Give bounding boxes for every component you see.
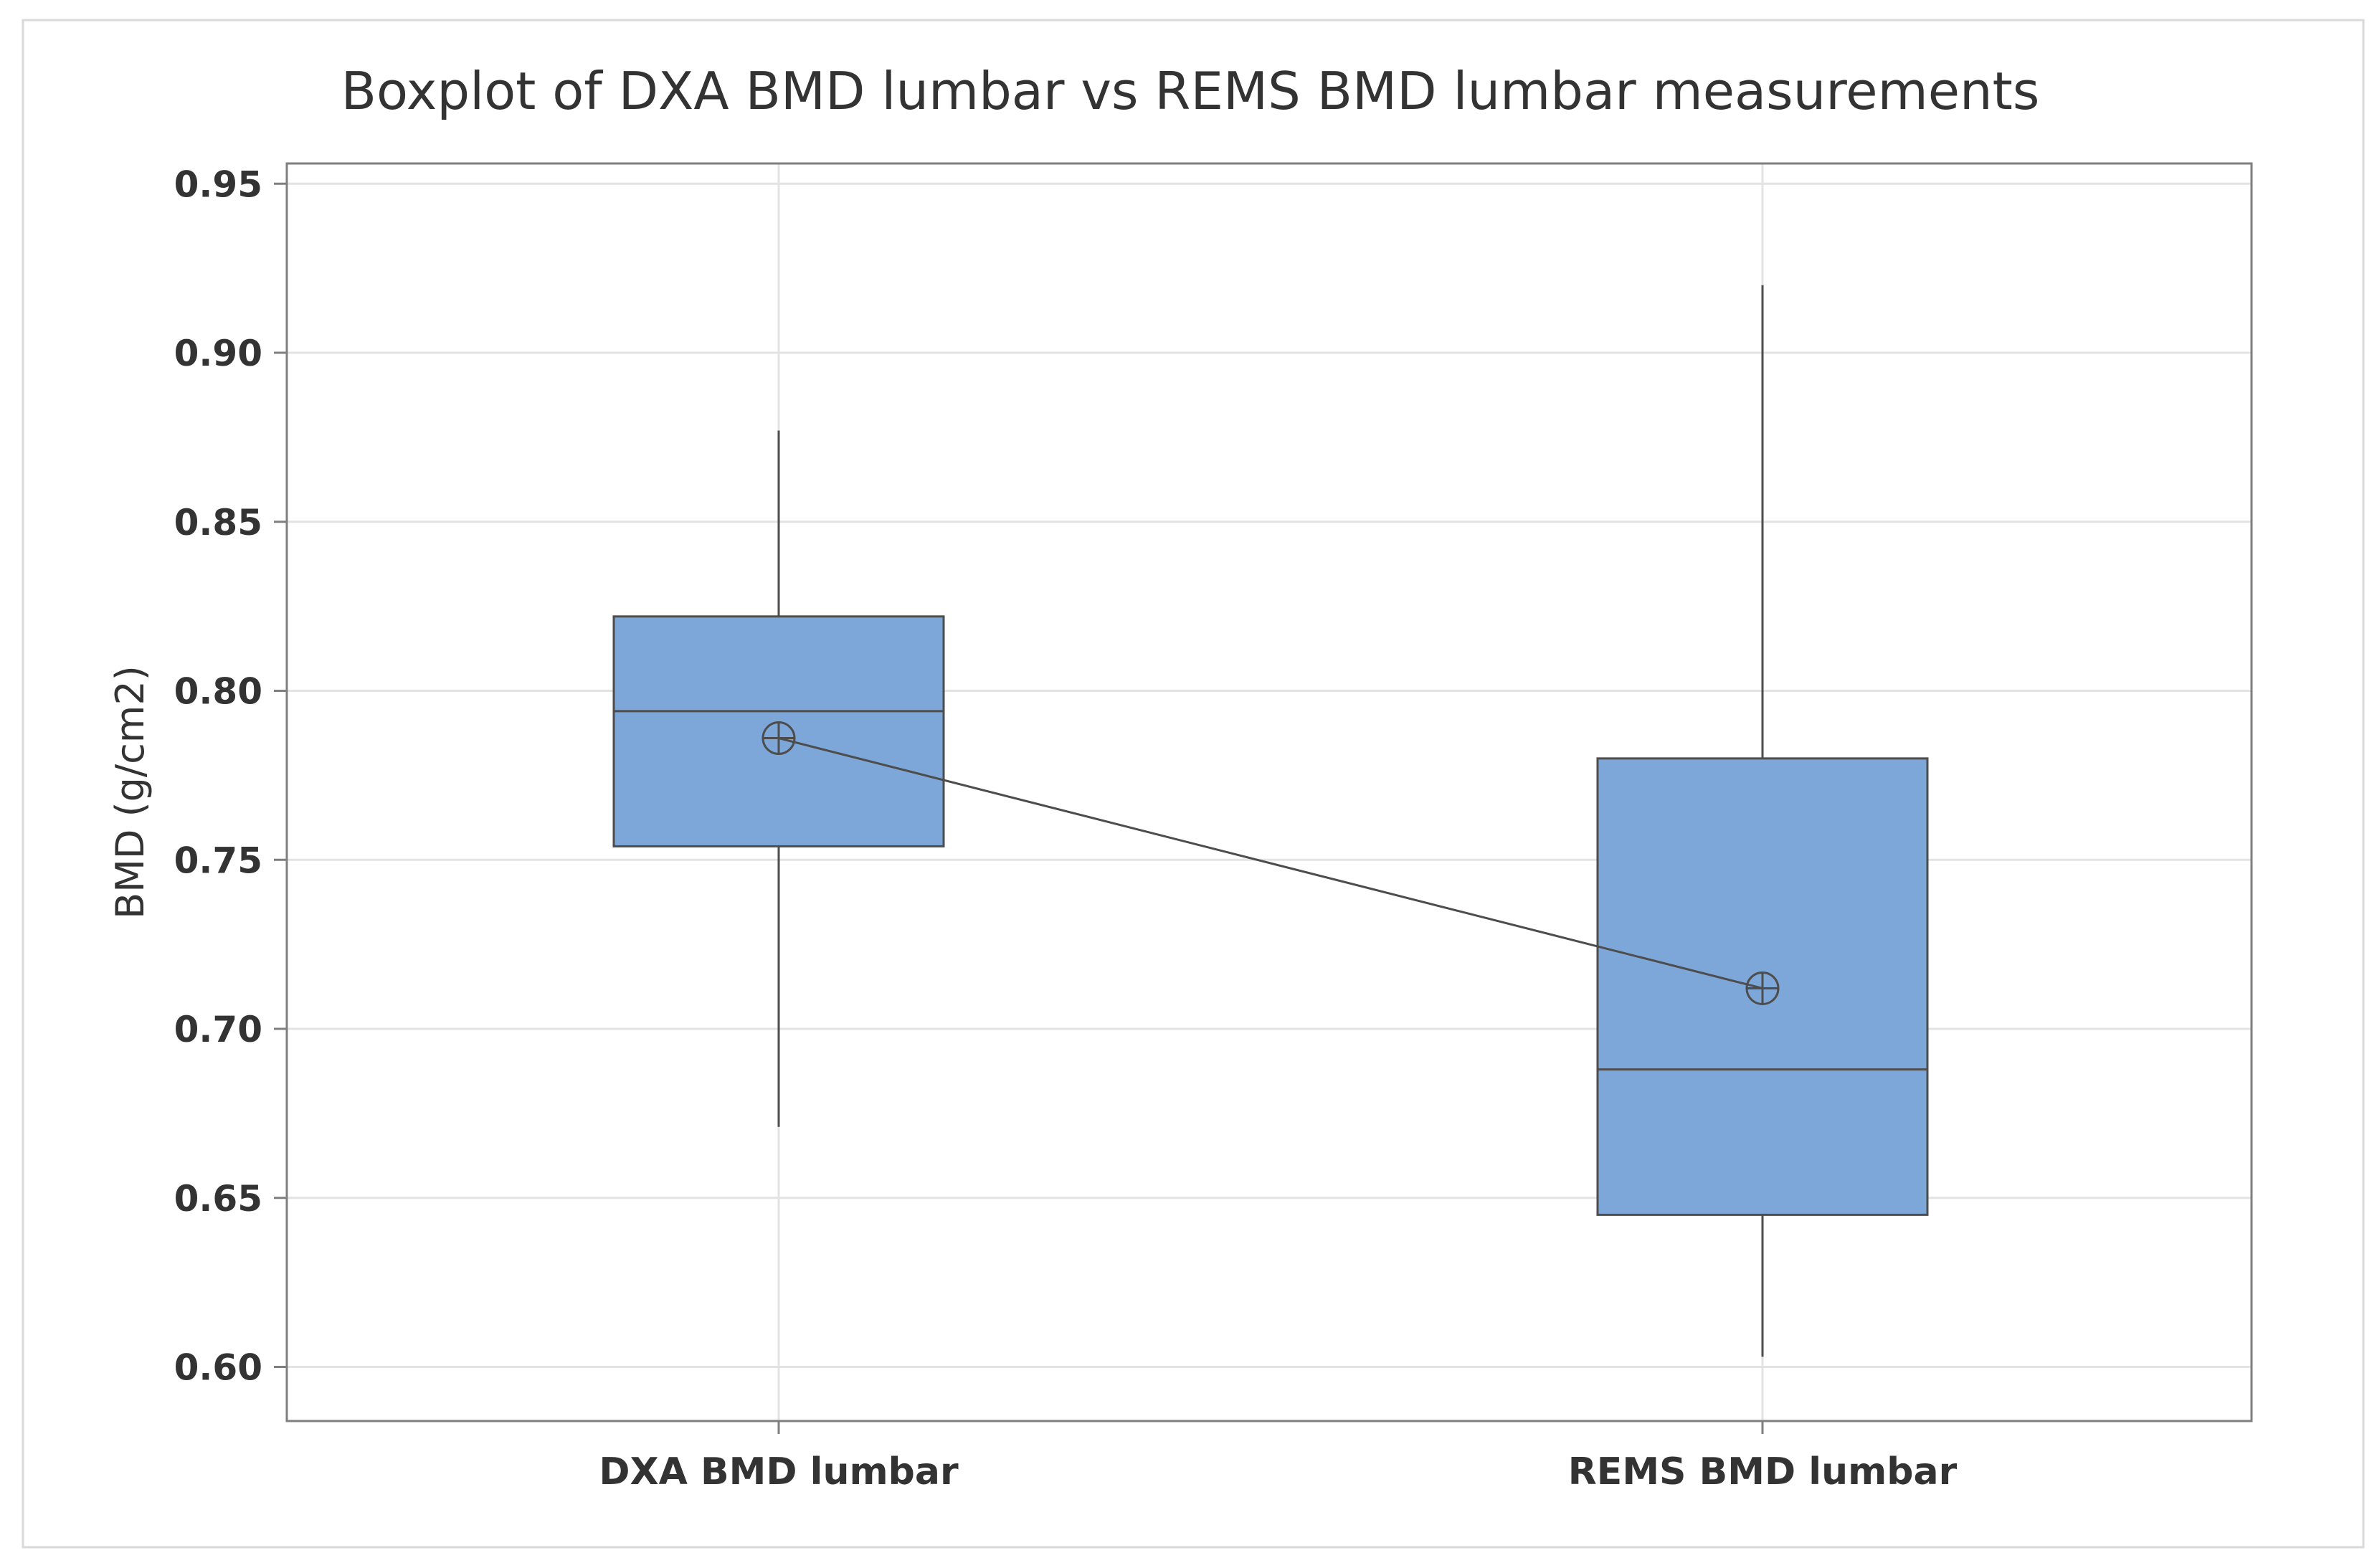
y-tick-label: 0.85 (174, 502, 262, 543)
outer-frame (22, 19, 2365, 1549)
y-axis-ticks: 0.60 0.65 0.70 0.75 0.80 0.85 0.90 0.95 (174, 163, 287, 1389)
y-tick-label: 0.95 (174, 163, 262, 205)
y-tick-label: 0.90 (174, 333, 262, 374)
y-tick-label: 0.70 (174, 1009, 262, 1050)
mean-connect-line (778, 737, 1763, 989)
mean-marker (1745, 971, 1780, 1005)
x-axis-ticks: DXA BMD lumbar REMS BMD lumbar (599, 1421, 1958, 1493)
mean-marker (762, 721, 796, 756)
x-tick-label: REMS BMD lumbar (1568, 1450, 1958, 1493)
y-tick-label: 0.60 (174, 1347, 262, 1389)
mean-markers (762, 721, 1780, 1005)
x-tick-label: DXA BMD lumbar (599, 1450, 959, 1493)
plot-frame (285, 162, 2253, 1422)
y-tick-label: 0.80 (174, 671, 262, 713)
y-tick-label: 0.65 (174, 1178, 262, 1220)
chart-title: Boxplot of DXA BMD lumbar vs REMS BMD lu… (341, 61, 2040, 121)
y-tick-label: 0.75 (174, 840, 262, 881)
y-axis-label: BMD (g/cm2) (108, 665, 153, 919)
